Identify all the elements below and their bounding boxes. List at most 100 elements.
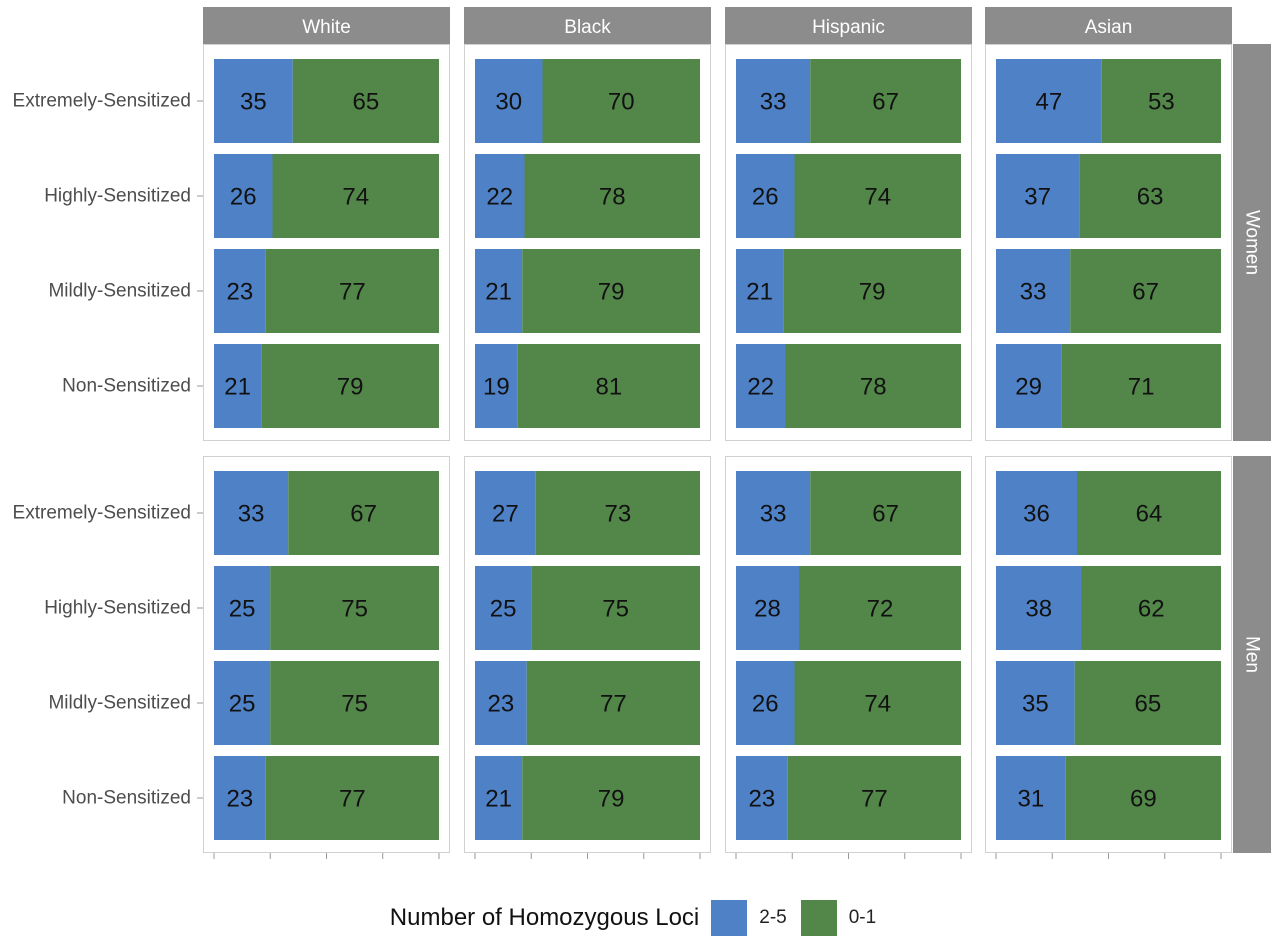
bar-0-1-men-asian-highly-sensitized — [1081, 566, 1221, 650]
bar-2-5-women-white-mildly-sensitized — [214, 249, 266, 333]
data-label-0-1-men-asian-extremely-sensitized: 64 — [1136, 501, 1163, 528]
bar-0-1-women-black-mildly-sensitized — [522, 249, 700, 333]
data-label-0-1-women-white-extremely-sensitized: 65 — [353, 89, 380, 116]
legend-label-2-5: 2-5 — [759, 907, 787, 928]
data-label-2-5-men-hispanic-highly-sensitized: 28 — [754, 596, 781, 623]
bar-0-1-women-hispanic-highly-sensitized — [794, 154, 961, 238]
bar-2-5-men-black-non-sensitized — [475, 756, 523, 840]
bar-2-5-women-asian-non-sensitized — [996, 344, 1062, 428]
y-tick-label-extremely-sensitized: Extremely-Sensitized — [13, 91, 191, 112]
bar-0-1-women-asian-mildly-sensitized — [1070, 249, 1221, 333]
bar-0-1-women-black-extremely-sensitized — [542, 59, 700, 143]
legend: Number of Homozygous Loci 2-5 0-1 — [0, 896, 1280, 940]
bar-2-5-men-hispanic-highly-sensitized — [736, 566, 799, 650]
data-label-0-1-women-asian-extremely-sensitized: 53 — [1148, 89, 1175, 116]
bar-0-1-women-black-highly-sensitized — [524, 154, 700, 238]
bar-2-5-men-black-mildly-sensitized — [475, 661, 527, 745]
strip-asian — [985, 7, 1232, 44]
bar-0-1-men-asian-non-sensitized — [1065, 756, 1221, 840]
data-label-0-1-men-white-highly-sensitized: 75 — [341, 596, 368, 623]
bar-0-1-men-hispanic-extremely-sensitized — [810, 471, 961, 555]
bar-2-5-women-black-highly-sensitized — [475, 154, 525, 238]
bar-0-1-women-black-non-sensitized — [517, 344, 700, 428]
data-label-2-5-women-hispanic-highly-sensitized: 26 — [752, 184, 779, 211]
data-label-2-5-men-asian-mildly-sensitized: 35 — [1022, 691, 1049, 718]
bar-0-1-men-asian-extremely-sensitized — [1077, 471, 1221, 555]
bar-0-1-women-asian-extremely-sensitized — [1101, 59, 1221, 143]
data-label-2-5-men-black-mildly-sensitized: 23 — [488, 691, 515, 718]
data-label-0-1-women-hispanic-highly-sensitized: 74 — [864, 184, 891, 211]
strip-black — [464, 7, 711, 44]
data-label-0-1-women-asian-highly-sensitized: 63 — [1137, 184, 1164, 211]
bar-2-5-women-hispanic-extremely-sensitized — [736, 59, 811, 143]
data-label-0-1-men-hispanic-non-sensitized: 77 — [861, 786, 888, 813]
bar-2-5-men-black-extremely-sensitized — [475, 471, 536, 555]
data-label-2-5-men-hispanic-non-sensitized: 23 — [749, 786, 776, 813]
data-label-0-1-men-white-mildly-sensitized: 75 — [341, 691, 368, 718]
y-tick-label-highly-sensitized: Highly-Sensitized — [44, 598, 191, 619]
data-label-0-1-women-black-highly-sensitized: 78 — [599, 184, 626, 211]
bar-2-5-women-asian-extremely-sensitized — [996, 59, 1102, 143]
data-label-2-5-women-white-non-sensitized: 21 — [224, 374, 251, 401]
bar-2-5-women-asian-highly-sensitized — [996, 154, 1080, 238]
data-label-0-1-men-white-extremely-sensitized: 67 — [350, 501, 377, 528]
bar-0-1-women-white-extremely-sensitized — [292, 59, 439, 143]
legend-title: Number of Homozygous Loci — [389, 904, 700, 931]
bar-0-1-men-white-highly-sensitized — [270, 566, 439, 650]
data-label-2-5-women-asian-non-sensitized: 29 — [1015, 374, 1042, 401]
data-label-2-5-women-white-extremely-sensitized: 35 — [240, 89, 267, 116]
bar-2-5-women-hispanic-highly-sensitized — [736, 154, 795, 238]
data-label-0-1-women-black-extremely-sensitized: 70 — [608, 89, 635, 116]
data-label-2-5-women-asian-highly-sensitized: 37 — [1024, 184, 1051, 211]
data-label-2-5-men-asian-non-sensitized: 31 — [1018, 786, 1045, 813]
bar-0-1-men-hispanic-highly-sensitized — [799, 566, 961, 650]
bar-2-5-men-hispanic-extremely-sensitized — [736, 471, 811, 555]
bar-0-1-men-hispanic-non-sensitized — [787, 756, 961, 840]
data-label-2-5-women-black-extremely-sensitized: 30 — [495, 89, 522, 116]
bar-2-5-women-asian-mildly-sensitized — [996, 249, 1071, 333]
data-label-2-5-women-white-mildly-sensitized: 23 — [227, 279, 254, 306]
bar-2-5-women-hispanic-non-sensitized — [736, 344, 786, 428]
y-tick-label-mildly-sensitized: Mildly-Sensitized — [48, 693, 191, 714]
data-label-2-5-women-white-highly-sensitized: 26 — [230, 184, 257, 211]
data-label-0-1-men-asian-highly-sensitized: 62 — [1138, 596, 1165, 623]
bar-0-1-women-asian-non-sensitized — [1061, 344, 1221, 428]
bar-0-1-men-black-mildly-sensitized — [526, 661, 700, 745]
bar-0-1-women-hispanic-mildly-sensitized — [783, 249, 961, 333]
bar-2-5-men-asian-highly-sensitized — [996, 566, 1082, 650]
strip-label-men: Men — [1242, 636, 1263, 673]
data-label-2-5-men-white-highly-sensitized: 25 — [229, 596, 256, 623]
bar-2-5-men-asian-mildly-sensitized — [996, 661, 1075, 745]
bar-0-1-women-white-non-sensitized — [261, 344, 439, 428]
strip-label-white: White — [302, 17, 351, 38]
bar-2-5-women-hispanic-mildly-sensitized — [736, 249, 784, 333]
data-label-2-5-women-asian-extremely-sensitized: 47 — [1036, 89, 1063, 116]
bar-2-5-women-white-extremely-sensitized — [214, 59, 293, 143]
data-label-2-5-women-asian-mildly-sensitized: 33 — [1020, 279, 1047, 306]
data-label-2-5-men-black-highly-sensitized: 25 — [490, 596, 517, 623]
data-label-0-1-women-white-non-sensitized: 79 — [337, 374, 364, 401]
bar-2-5-men-white-non-sensitized — [214, 756, 266, 840]
legend-swatch-2-5 — [711, 900, 748, 936]
data-label-0-1-men-hispanic-highly-sensitized: 72 — [867, 596, 894, 623]
data-label-0-1-women-black-mildly-sensitized: 79 — [598, 279, 625, 306]
data-label-0-1-men-hispanic-extremely-sensitized: 67 — [872, 501, 899, 528]
data-label-2-5-women-hispanic-extremely-sensitized: 33 — [760, 89, 787, 116]
bar-0-1-men-asian-mildly-sensitized — [1074, 661, 1221, 745]
bar-2-5-women-white-non-sensitized — [214, 344, 262, 428]
legend-swatch-0-1 — [800, 900, 837, 936]
data-label-0-1-women-white-mildly-sensitized: 77 — [339, 279, 366, 306]
data-label-2-5-women-black-highly-sensitized: 22 — [486, 184, 513, 211]
strip-men — [1233, 456, 1271, 853]
bar-2-5-men-white-highly-sensitized — [214, 566, 271, 650]
legend-label-0-1: 0-1 — [848, 907, 877, 928]
data-label-0-1-men-hispanic-mildly-sensitized: 74 — [864, 691, 891, 718]
bar-2-5-women-black-mildly-sensitized — [475, 249, 523, 333]
data-label-0-1-men-white-non-sensitized: 77 — [339, 786, 366, 813]
data-label-2-5-men-black-extremely-sensitized: 27 — [492, 501, 519, 528]
bar-0-1-women-white-mildly-sensitized — [265, 249, 439, 333]
bar-0-1-women-hispanic-extremely-sensitized — [810, 59, 961, 143]
data-label-0-1-women-asian-mildly-sensitized: 67 — [1132, 279, 1159, 306]
strip-label-asian: Asian — [1085, 17, 1133, 38]
data-label-2-5-men-hispanic-extremely-sensitized: 33 — [760, 501, 787, 528]
